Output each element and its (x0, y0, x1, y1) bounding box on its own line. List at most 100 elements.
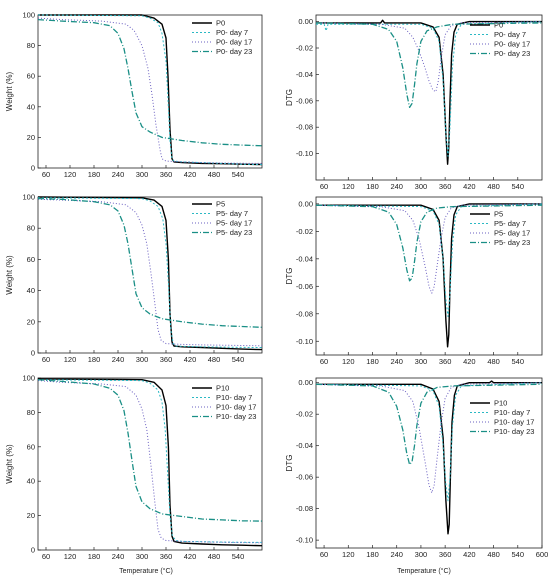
x-tick-label: 420 (184, 170, 197, 179)
x-tick-label: 540 (232, 552, 245, 561)
y-tick-label: -0.04 (296, 70, 313, 79)
series-line-p5 (316, 203, 542, 348)
series-line-p10-day-7 (37, 379, 263, 543)
x-tick-label: 240 (390, 357, 403, 366)
legend-label: P5- day 17 (216, 219, 252, 228)
x-tick-label: 300 (415, 550, 428, 559)
x-tick-label: 180 (366, 182, 379, 191)
series-line-p5-day-17 (315, 203, 543, 294)
y-tick-label: 20 (27, 317, 35, 326)
y-tick-label: -0.10 (296, 536, 313, 545)
chart-panel-4: 0.00 -0.02 -0.04 -0.06 -0.08 -0.10 60 120 180 240… (285, 196, 543, 366)
series-line-p0-day-7 (37, 14, 263, 166)
legend-label: P5- day 23 (494, 238, 530, 247)
x-tick-label: 300 (136, 552, 149, 561)
y-tick-label: -0.06 (296, 473, 313, 482)
y-tick-label: 20 (27, 133, 35, 142)
x-tick-label: 360 (160, 170, 173, 179)
legend-label: P10- day 17 (494, 418, 534, 427)
x-tick-label: 120 (342, 550, 355, 559)
plot-frame (37, 14, 263, 169)
legend-label: P5- day 7 (494, 219, 526, 228)
y-tick-label: -0.10 (296, 337, 313, 346)
y-tick-label: 20 (27, 511, 35, 520)
x-tick-label: 540 (232, 355, 245, 364)
x-tick-label: 360 (439, 357, 452, 366)
x-tick-label: 60 (42, 552, 50, 561)
x-tick-label: 360 (439, 182, 452, 191)
x-tick-label: 120 (342, 357, 355, 366)
x-tick-label: 120 (342, 182, 355, 191)
y-tick-label: 0.00 (298, 17, 313, 26)
series-line-p10-day-17 (37, 380, 263, 544)
y-tick-label: 0 (31, 164, 35, 173)
y-tick-label: -0.02 (296, 44, 313, 53)
x-tick-label: 240 (390, 182, 403, 191)
y-tick-label: -0.08 (296, 123, 313, 132)
x-tick-label: 120 (64, 552, 77, 561)
x-tick-label: 420 (463, 550, 476, 559)
legend-label: P0 (494, 21, 503, 30)
x-tick-label: 180 (366, 357, 379, 366)
x-tick-label: 60 (320, 357, 328, 366)
y-tick-label: 100 (22, 11, 35, 20)
y-tick-label: 40 (27, 286, 35, 295)
x-tick-label: 480 (487, 550, 500, 559)
legend-label: P10 (494, 399, 507, 408)
y-tick-label: 80 (27, 224, 35, 233)
x-tick-label: 480 (487, 182, 500, 191)
y-tick-label: 0.00 (298, 378, 313, 387)
x-tick-label: 60 (320, 182, 328, 191)
series-line-p10-day-7 (315, 382, 543, 502)
series-line-p5-day-23 (37, 197, 263, 328)
x-tick-label: 180 (88, 355, 101, 364)
y-axis-label: DTG (285, 268, 294, 285)
x-tick-label: 540 (512, 550, 525, 559)
y-axis-label: DTG (285, 455, 294, 472)
x-tick-label: 420 (463, 182, 476, 191)
y-tick-label: -0.04 (296, 441, 313, 450)
plot-frame (315, 196, 543, 356)
y-tick-label: 40 (27, 477, 35, 486)
series-line-p0-day-7 (316, 21, 543, 157)
x-tick-label: 480 (487, 357, 500, 366)
x-tick-label: 240 (112, 552, 125, 561)
y-tick-label: 40 (27, 102, 35, 111)
legend-label: P0- day 23 (216, 47, 252, 56)
y-tick-label: -0.06 (296, 282, 313, 291)
x-tick-label: 60 (42, 355, 50, 364)
y-tick-label: -0.10 (296, 149, 313, 158)
plot-frame (37, 377, 263, 551)
x-tick-label: 420 (463, 357, 476, 366)
plot-frame (315, 377, 543, 549)
x-tick-label: 540 (232, 170, 245, 179)
chart-panel-1: 0 20 40 60 80 100 60 120 180 240 300 360 420 480 540 We… (5, 11, 263, 179)
x-tick-label: 360 (160, 552, 173, 561)
x-tick-label: 300 (136, 170, 149, 179)
y-tick-label: -0.02 (296, 227, 313, 236)
y-axis-label: Weight (%) (5, 71, 14, 111)
series-line-p0-day-23 (315, 22, 543, 109)
x-tick-label: 600 (536, 550, 549, 559)
legend-label: P10- day 17 (216, 403, 256, 412)
x-tick-label: 360 (439, 550, 452, 559)
x-tick-label: 480 (208, 170, 221, 179)
y-tick-label: 80 (27, 41, 35, 50)
series-line-p10-day-17 (315, 382, 543, 494)
y-axis-label: Weight (%) (5, 255, 14, 295)
legend-label: P5- day 7 (216, 209, 248, 218)
legend-label: P0 (216, 19, 225, 28)
legend-label: P0- day 17 (494, 40, 530, 49)
chart-panel-2: 0.00 -0.02 -0.04 -0.06 -0.08 -0.10 60 120 180 240… (285, 14, 543, 191)
x-tick-label: 480 (208, 552, 221, 561)
x-tick-label: 480 (208, 355, 221, 364)
series-line-p10 (37, 378, 263, 547)
series-line-p5-day-23 (315, 204, 543, 282)
legend-label: P10- day 23 (494, 427, 534, 436)
legend-label: P10- day 7 (494, 408, 530, 417)
